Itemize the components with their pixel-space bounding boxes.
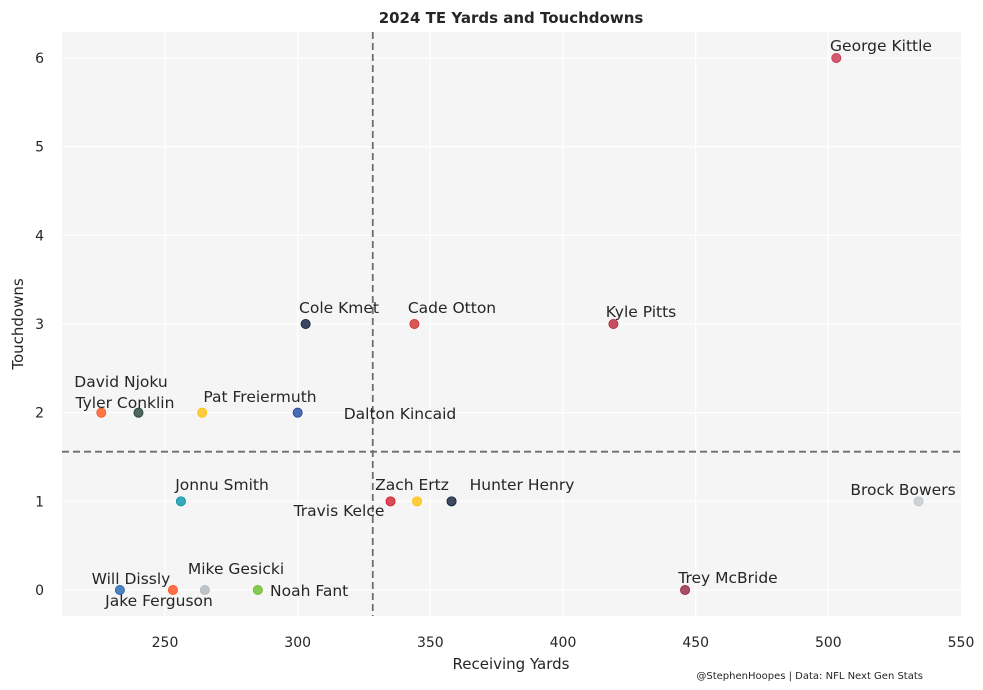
point-label: George Kittle	[830, 37, 932, 55]
point-label: Mike Gesicki	[188, 560, 284, 578]
data-point	[167, 585, 178, 596]
point-label: Will Dissly	[92, 570, 171, 588]
data-point	[175, 496, 186, 507]
data-point	[197, 407, 208, 418]
point-labels: George Kittle Kyle Pitts Cade Otton Cole Km…	[74, 37, 955, 610]
data-point	[412, 496, 423, 507]
point-label: Zach Ertz	[375, 476, 449, 494]
x-tick-label: 300	[284, 635, 311, 651]
data-points	[96, 52, 924, 596]
data-point	[133, 407, 144, 418]
reference-lines	[62, 32, 961, 616]
chart-title: 2024 TE Yards and Touchdowns	[379, 9, 644, 27]
point-label: Brock Bowers	[850, 481, 955, 499]
data-point	[252, 585, 263, 596]
point-label: Cade Otton	[408, 299, 496, 317]
credit-text: @StephenHoopes | Data: NFL Next Gen Stat…	[696, 671, 923, 682]
point-label: Jake Ferguson	[104, 592, 213, 610]
gridlines	[62, 32, 961, 616]
point-label: Jonnu Smith	[174, 476, 269, 494]
point-label: Cole Kmet	[299, 299, 379, 317]
data-point	[446, 496, 457, 507]
x-tick-label: 500	[815, 635, 842, 651]
data-point	[913, 496, 924, 507]
point-label: Pat Freiermuth	[203, 388, 316, 406]
point-label: Noah Fant	[270, 582, 348, 600]
y-axis-label: Touchdowns	[9, 278, 27, 371]
x-tick-label: 450	[682, 635, 709, 651]
x-tick-label: 350	[417, 635, 444, 651]
data-point	[300, 318, 311, 329]
data-point	[608, 318, 619, 329]
data-point	[680, 585, 691, 596]
x-tick-labels: 250 300 350 400 450 500 550	[152, 635, 975, 651]
y-tick-labels: 0 1 2 3 4 5 6	[35, 51, 44, 599]
point-label: Trey McBride	[677, 569, 777, 587]
x-tick-label: 400	[550, 635, 577, 651]
point-label: David Njoku	[74, 373, 167, 391]
point-label: Tyler Conklin	[75, 394, 175, 412]
data-point	[831, 52, 842, 63]
data-point	[114, 585, 125, 596]
y-tick-label: 3	[35, 317, 44, 333]
y-tick-label: 5	[35, 140, 44, 156]
data-point	[199, 585, 210, 596]
point-label: Dalton Kincaid	[344, 405, 457, 423]
y-tick-label: 0	[35, 583, 44, 599]
data-point	[385, 496, 396, 507]
data-point	[409, 318, 420, 329]
y-tick-label: 4	[35, 228, 44, 244]
y-tick-label: 6	[35, 51, 44, 67]
x-axis-label: Receiving Yards	[453, 655, 570, 673]
point-label: Kyle Pitts	[606, 303, 677, 321]
point-label: Travis Kelce	[293, 502, 385, 520]
y-tick-label: 2	[35, 406, 44, 422]
point-label: Hunter Henry	[470, 476, 575, 494]
x-tick-label: 550	[948, 635, 975, 651]
x-tick-label: 250	[152, 635, 179, 651]
data-point	[292, 407, 303, 418]
data-point	[96, 407, 107, 418]
y-tick-label: 1	[35, 494, 44, 510]
